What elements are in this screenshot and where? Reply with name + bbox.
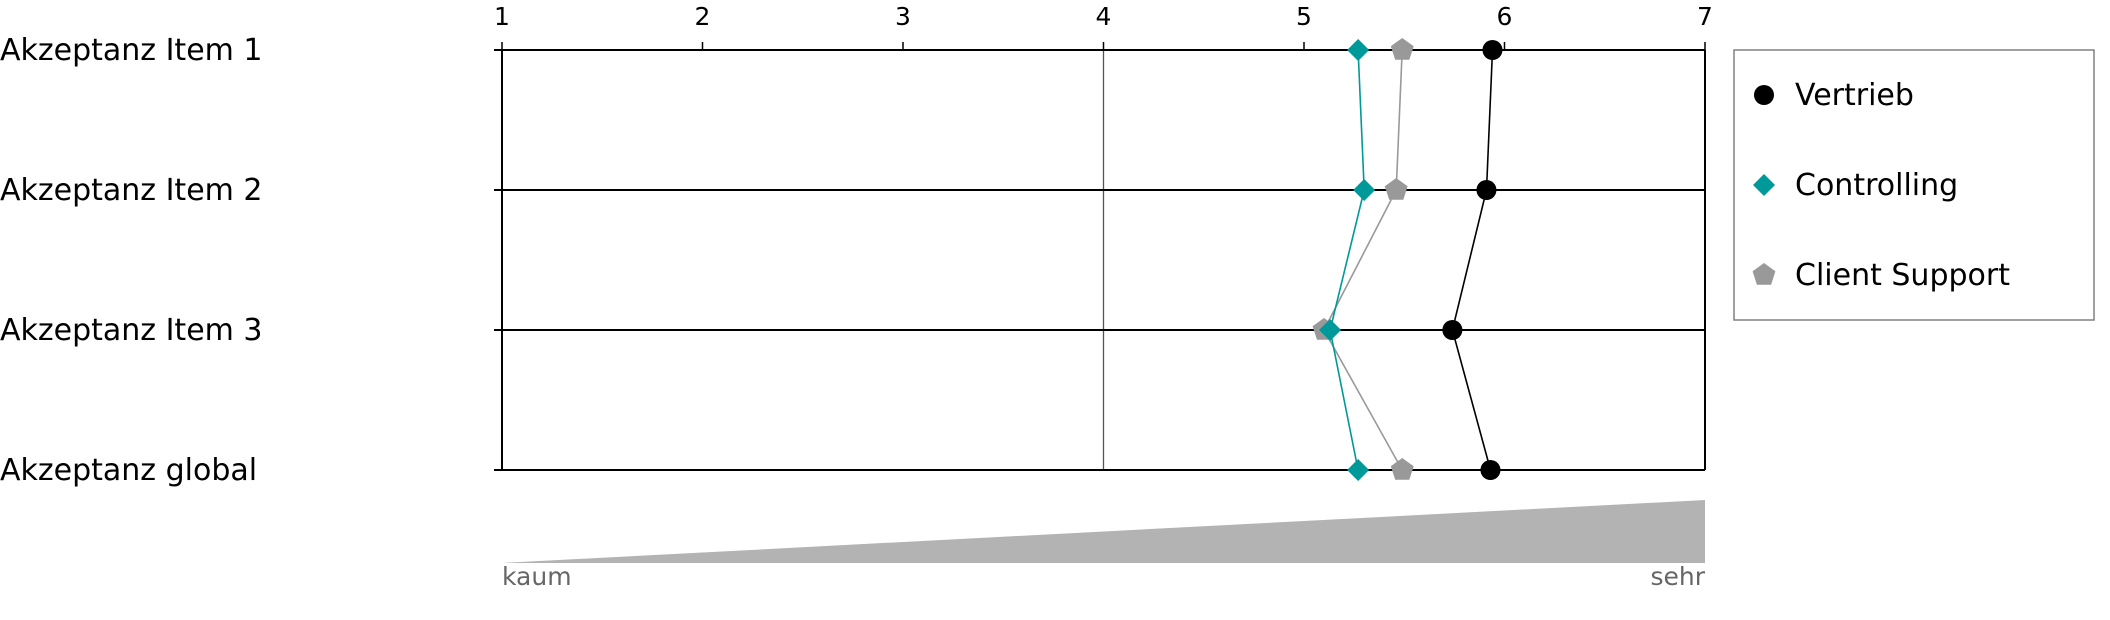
x-tick-label: 6 <box>1497 2 1513 31</box>
scale-wedge-group: kaum sehr <box>502 500 1706 591</box>
legend-box <box>1733 49 2095 321</box>
point-vertrieb <box>1476 180 1497 200</box>
legend-marker-client-support <box>1752 263 1776 285</box>
point-client-support <box>1390 458 1414 480</box>
scale-wedge <box>502 500 1705 563</box>
legend-label: Vertrieb <box>1795 78 1914 113</box>
point-vertrieb <box>1482 40 1503 60</box>
x-tick-label: 4 <box>1096 2 1112 31</box>
row-label: Akzeptanz Item 2 <box>0 173 263 208</box>
series-points <box>1312 38 1503 481</box>
point-controlling <box>1347 39 1370 61</box>
series-line-vertrieb <box>1451 49 1494 471</box>
series-line-controlling <box>1329 49 1366 471</box>
point-controlling <box>1353 179 1376 201</box>
legend-label: Client Support <box>1795 258 2010 293</box>
series-lines <box>1323 49 1494 471</box>
point-vertrieb <box>1442 320 1463 340</box>
scale-low-label: kaum <box>502 562 572 591</box>
point-vertrieb <box>1480 460 1501 480</box>
point-client-support <box>1390 38 1414 60</box>
x-tick-label: 7 <box>1697 2 1713 31</box>
point-client-support <box>1384 178 1408 200</box>
row-label: Akzeptanz global <box>0 453 257 488</box>
x-axis-ticks: 1 2 3 4 5 6 7 <box>494 2 1713 50</box>
legend: Vertrieb Controlling Client Support <box>1733 49 2095 321</box>
x-tick-label: 1 <box>494 2 510 31</box>
legend-marker-controlling <box>1753 174 1775 196</box>
x-tick-label: 5 <box>1296 2 1312 31</box>
legend-marker-vertrieb <box>1754 85 1774 105</box>
point-controlling <box>1347 459 1370 481</box>
row-labels: Akzeptanz Item 1 Akzeptanz Item 2 Akzeptan… <box>0 33 263 488</box>
series-line-client-support <box>1323 49 1403 471</box>
row-label: Akzeptanz Item 1 <box>0 33 263 68</box>
point-controlling <box>1319 319 1342 341</box>
row-label: Akzeptanz Item 3 <box>0 313 263 348</box>
plot-frame <box>494 49 1706 471</box>
x-tick-label: 3 <box>895 2 911 31</box>
scale-high-label: sehr <box>1650 562 1705 591</box>
legend-label: Controlling <box>1795 168 1958 203</box>
x-tick-label: 2 <box>695 2 711 31</box>
